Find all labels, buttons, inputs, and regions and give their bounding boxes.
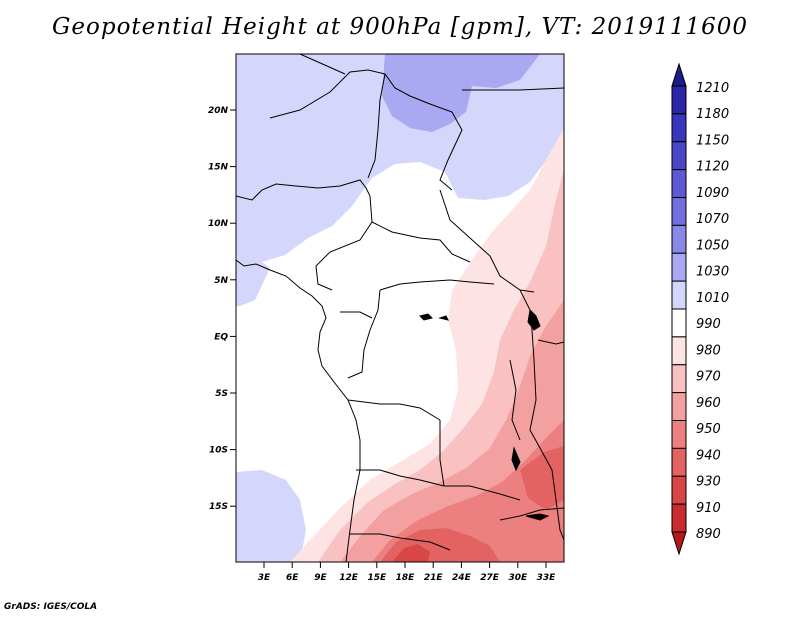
colorbar-label: 990 bbox=[696, 317, 721, 332]
colorbar-label: 1070 bbox=[696, 212, 729, 227]
colorbar-label: 980 bbox=[696, 343, 721, 358]
colorbar-segment bbox=[671, 252, 687, 282]
region-fill-east-940b bbox=[520, 446, 564, 510]
colorbar-label: 1210 bbox=[696, 81, 729, 96]
colorbar-segment bbox=[671, 503, 687, 533]
colorbar-segment bbox=[671, 364, 687, 394]
colorbar-label: 970 bbox=[696, 370, 721, 385]
colorbar-label: 1150 bbox=[696, 133, 729, 148]
lat-tick-label: 15S bbox=[209, 502, 228, 512]
longitude-axis: 3E 6E 9E 12E 15E 18E 21E 24E 27E 30E 33E bbox=[258, 562, 556, 583]
lon-tick-label: 9E bbox=[314, 573, 327, 583]
region-fill-north bbox=[236, 54, 564, 268]
grads-credit: GrADS: IGES/COLA bbox=[4, 602, 98, 612]
lat-tick-label: 5S bbox=[215, 389, 228, 399]
colorbar-segment bbox=[671, 308, 687, 338]
colorbar-segment bbox=[671, 85, 687, 115]
colorbar-label: 930 bbox=[696, 475, 721, 490]
colorbar-top-arrow bbox=[671, 62, 687, 87]
region-fill-east-950 bbox=[372, 420, 564, 562]
colorbar-label: 910 bbox=[696, 501, 721, 516]
region-fill-southwest bbox=[236, 470, 306, 562]
colorbar-segment bbox=[671, 447, 687, 477]
lon-tick-label: 6E bbox=[286, 573, 299, 583]
colorbar-segment bbox=[671, 420, 687, 449]
latitude-axis: 20N 15N 10N 5N EQ 5S 10S 15S bbox=[208, 106, 236, 512]
colorbar-segment bbox=[671, 392, 687, 421]
colorbar-label: 1030 bbox=[696, 265, 729, 280]
colorbar-segment bbox=[671, 475, 687, 505]
colorbar-label: 940 bbox=[696, 448, 721, 463]
colorbar-label: 1010 bbox=[696, 291, 729, 306]
lon-tick-label: 3E bbox=[258, 573, 271, 583]
colorbar-segment bbox=[671, 224, 687, 254]
lat-tick-label: 10S bbox=[209, 446, 228, 456]
colorbar-segment bbox=[671, 169, 687, 198]
lon-tick-label: 18E bbox=[396, 573, 416, 583]
colorbar-segment bbox=[671, 280, 687, 310]
colorbar-label: 890 bbox=[696, 527, 721, 542]
lat-tick-label: 15N bbox=[208, 163, 229, 173]
colorbar-label: 1050 bbox=[696, 238, 729, 253]
lon-tick-label: 33E bbox=[537, 573, 557, 583]
colorbar-segment bbox=[671, 141, 687, 171]
region-fill-east-930 bbox=[392, 544, 430, 562]
lat-tick-label: 5N bbox=[214, 276, 228, 286]
borders bbox=[236, 54, 564, 562]
colorbar-segment bbox=[671, 336, 687, 366]
map-frame bbox=[235, 53, 565, 563]
lon-tick-label: 24E bbox=[452, 573, 472, 583]
lon-tick-label: 27E bbox=[480, 573, 500, 583]
colorbar-label: 960 bbox=[696, 396, 721, 411]
lakes bbox=[419, 308, 550, 521]
colorbar-label: 1180 bbox=[696, 107, 729, 122]
colorbar-segment bbox=[671, 113, 687, 143]
map-area bbox=[236, 54, 564, 562]
lon-tick-label: 21E bbox=[424, 573, 444, 583]
colorbar-bottom-arrow bbox=[671, 531, 687, 556]
lat-tick-label: 20N bbox=[208, 106, 229, 116]
colorbar: 1210 1180 1150 1120 1090 1070 1050 1030 1010 990 9… bbox=[671, 62, 729, 556]
colorbar-label: 1120 bbox=[696, 160, 729, 175]
region-fill-northeast-2 bbox=[470, 54, 540, 88]
colorbar-segment bbox=[671, 197, 687, 226]
lon-tick-label: 15E bbox=[367, 573, 387, 583]
region-fill-northeast bbox=[382, 54, 472, 132]
lat-tick-label: 10N bbox=[208, 219, 229, 229]
lon-tick-label: 30E bbox=[508, 573, 528, 583]
chart-title: Geopotential Height at 900hPa [gpm], VT:… bbox=[52, 14, 748, 40]
colorbar-label: 1090 bbox=[696, 186, 729, 201]
lon-tick-label: 12E bbox=[339, 573, 359, 583]
colorbar-label: 950 bbox=[696, 422, 721, 437]
lat-tick-label: EQ bbox=[214, 332, 228, 342]
region-fill-north-gap bbox=[236, 262, 270, 306]
